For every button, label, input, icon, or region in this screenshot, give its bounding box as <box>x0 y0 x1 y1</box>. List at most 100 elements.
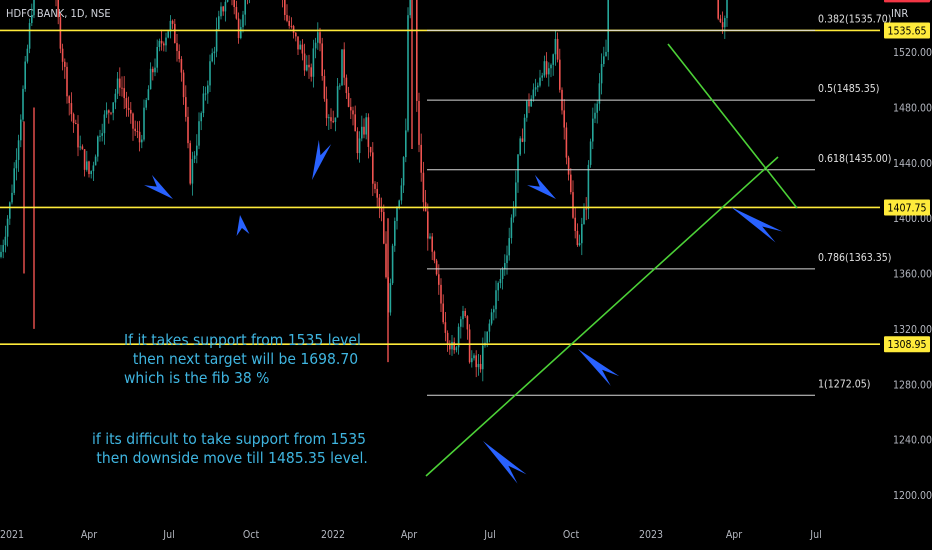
x-tick-label: Oct <box>563 529 580 541</box>
candle-body <box>244 0 246 15</box>
candle-body <box>473 355 475 359</box>
candle-body <box>497 283 499 291</box>
candle-body <box>130 109 132 114</box>
candle-body <box>149 68 152 90</box>
x-tick-label: Apr <box>726 529 742 541</box>
candle-body <box>121 87 123 89</box>
candle-body <box>22 88 24 120</box>
candle-body <box>581 223 583 244</box>
fib-label-3: 0.5(1485.35) <box>818 83 879 95</box>
candle-body <box>416 0 418 101</box>
price-tag-label-3: 1308.95 <box>887 339 926 351</box>
candle-body <box>455 347 458 351</box>
candle-body <box>24 61 26 89</box>
candle-body <box>301 44 304 54</box>
candle-body <box>88 161 90 175</box>
candle-body <box>400 185 403 201</box>
candle-body <box>471 358 473 363</box>
candle-body <box>495 290 497 310</box>
candle-body <box>380 208 383 212</box>
candle-body <box>541 75 543 78</box>
candle-body <box>297 36 299 50</box>
candle-body <box>537 85 539 88</box>
y-tick-label: 1320.00 <box>893 324 932 336</box>
candle-body <box>110 112 112 114</box>
candle-body <box>99 135 101 137</box>
candle-body <box>510 217 513 239</box>
candle-body <box>220 6 222 17</box>
candle-body <box>180 59 183 73</box>
candle-body <box>141 139 143 143</box>
candle-body <box>438 274 440 285</box>
candle-body <box>290 25 293 27</box>
candle-body <box>442 303 444 323</box>
candle-body <box>191 159 194 184</box>
candle-body <box>394 220 396 246</box>
candle-body <box>570 174 572 193</box>
candle-body <box>222 6 224 12</box>
annotation-arrow-3 <box>527 174 556 199</box>
candle-body <box>284 0 286 15</box>
candle-body <box>209 61 211 86</box>
currency-label: INR <box>891 7 909 20</box>
candle-body <box>28 23 31 49</box>
candle-body <box>466 316 469 330</box>
candle-body <box>402 157 405 186</box>
candle-body <box>429 236 431 239</box>
candle-body <box>358 138 361 154</box>
candle-body <box>449 344 451 350</box>
candle-body <box>119 78 121 88</box>
candle-body <box>143 107 145 140</box>
candle-body <box>363 126 365 135</box>
candle-body <box>108 110 110 113</box>
candle-body <box>323 75 326 99</box>
candle-body <box>460 319 462 327</box>
annotation-arrow-0 <box>144 174 173 199</box>
candle-body <box>517 154 519 183</box>
y-tick-label: 1200.00 <box>893 490 932 502</box>
candle-body <box>138 131 141 143</box>
candle-body <box>724 18 726 28</box>
y-tick-label: 1360.00 <box>893 269 932 281</box>
candle-body <box>330 117 332 122</box>
candle-body <box>572 192 574 218</box>
candle-body <box>306 64 308 71</box>
candle-body <box>598 83 601 104</box>
candle-body <box>2 245 4 252</box>
candle-body <box>339 85 341 87</box>
candle-body <box>508 238 510 256</box>
candle-body <box>578 243 581 246</box>
candle-body <box>132 113 134 129</box>
candle-body <box>198 121 200 146</box>
candle-body <box>587 164 590 210</box>
price-tag-label-0: 1561.75 <box>887 0 926 1</box>
candle-body <box>585 208 587 210</box>
candle-body <box>92 165 95 172</box>
candle-body <box>13 168 15 193</box>
candle-body <box>167 31 169 38</box>
candle-body <box>178 51 180 60</box>
candle-body <box>486 331 488 343</box>
candle-body <box>158 40 161 47</box>
candle-body <box>409 0 411 16</box>
fib-label-6: 1(1272.05) <box>818 378 870 390</box>
candle-body <box>550 64 552 69</box>
candle-body <box>152 68 154 73</box>
price-tag-label-1: 1535.65 <box>887 25 926 37</box>
candle-body <box>532 89 535 99</box>
y-tick-label: 1480.00 <box>893 102 932 114</box>
candle-body <box>534 87 537 90</box>
candle-body <box>479 363 482 370</box>
candle-body <box>477 363 480 368</box>
candle-body <box>418 100 420 145</box>
candle-body <box>4 236 7 246</box>
falling-trendline <box>667 43 798 209</box>
candle-body <box>145 100 147 108</box>
candle-body <box>372 152 374 184</box>
candle-body <box>240 27 242 39</box>
candle-body <box>383 211 385 244</box>
candle-body <box>103 114 106 134</box>
candle-body <box>169 20 172 32</box>
candle-body <box>299 44 301 50</box>
